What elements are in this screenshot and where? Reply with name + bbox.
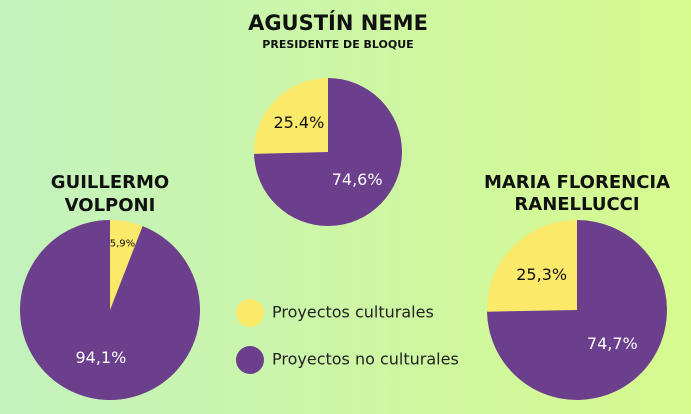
chart-title: GUILLERMO [51, 172, 169, 193]
legend-marker [236, 299, 264, 327]
pie-slice [487, 220, 667, 400]
pie-slice [487, 220, 577, 312]
chart-title: RANELLUCCI [514, 194, 639, 215]
pie-slice [254, 78, 328, 154]
value-label: 94,1% [75, 348, 126, 367]
chart-title: VOLPONI [65, 195, 156, 216]
chart-subtitle: PRESIDENTE DE BLOQUE [262, 38, 413, 51]
value-label: 25.4% [273, 113, 324, 132]
value-label: 74,7% [587, 334, 638, 353]
value-label: 5,9% [110, 239, 135, 250]
legend-marker [236, 346, 264, 374]
chart-title: AGUSTÍN NEME [248, 10, 428, 35]
pie-slice [110, 220, 143, 310]
value-label: 74,6% [332, 170, 383, 189]
pie-slice [254, 78, 402, 226]
chart-title: MARIA FLORENCIA [484, 172, 670, 193]
legend-label: Proyectos no culturales [272, 350, 459, 369]
value-label: 25,3% [516, 265, 567, 284]
legend-label: Proyectos culturales [272, 303, 434, 322]
pie-slice [19, 220, 200, 400]
